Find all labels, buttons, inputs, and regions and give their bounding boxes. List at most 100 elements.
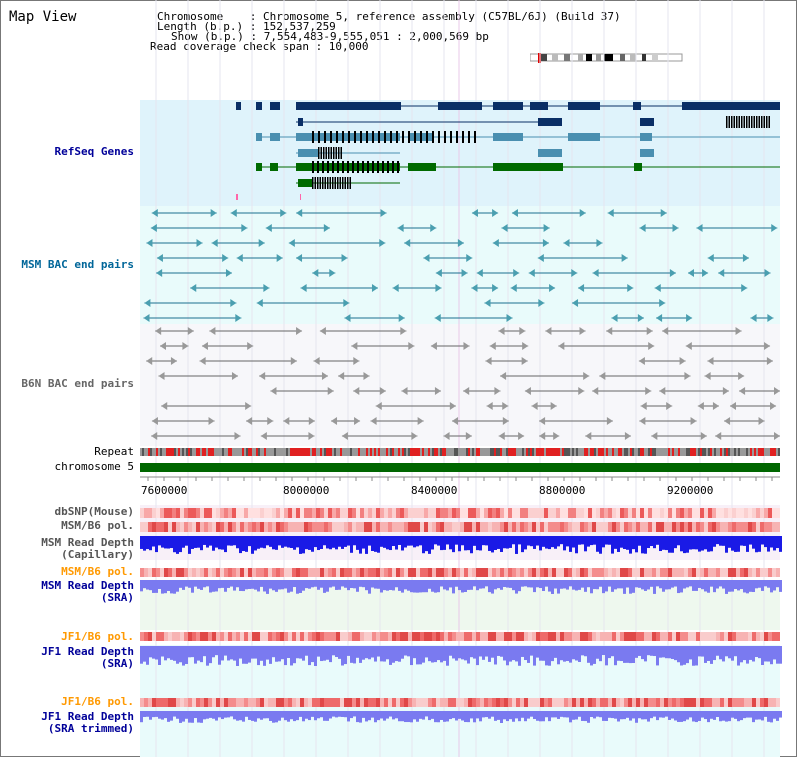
jf1-b6-pol-cell bbox=[704, 632, 708, 641]
jf1-trim-depth-bar bbox=[521, 711, 524, 718]
repeat-block bbox=[592, 448, 594, 456]
jf1-trim-depth-bar bbox=[476, 711, 479, 719]
jf1-trim-depth-bar bbox=[281, 711, 284, 718]
jf1-b6-pol-cell bbox=[696, 632, 700, 641]
repeat-block bbox=[490, 448, 492, 456]
jf1-b6-pol2-cell bbox=[576, 698, 580, 707]
msm-b6-pol-cell bbox=[404, 522, 408, 532]
jf1-trim-depth-bar bbox=[467, 711, 470, 723]
jf1-b6-pol-cell bbox=[264, 632, 268, 641]
jf1-trim-depth-bar bbox=[437, 711, 440, 723]
msm-bac-pair-end bbox=[156, 254, 163, 262]
msm-b6-pol-cell bbox=[180, 522, 184, 532]
repeat-track[interactable] bbox=[140, 448, 780, 456]
msm-bac-pair-end bbox=[506, 314, 513, 322]
dbsnp-cell bbox=[428, 508, 432, 518]
repeat-block bbox=[510, 448, 512, 456]
msm-b6-pol-cell bbox=[676, 522, 680, 532]
jf1-trim-depth-bar bbox=[416, 711, 419, 722]
msm-b6-pol2-cell bbox=[204, 568, 208, 577]
jf1-b6-pol2-cell bbox=[736, 698, 740, 707]
msm-b6-pol-cell bbox=[348, 522, 352, 532]
jf1-b6-pol-cell bbox=[516, 632, 520, 641]
dbsnp-cell bbox=[708, 508, 712, 518]
exon-tick bbox=[332, 161, 334, 173]
repeat-block bbox=[506, 448, 508, 456]
msm-b6-pol2-cell bbox=[616, 568, 620, 577]
jf1-trim-depth-bar bbox=[257, 711, 260, 719]
jf1-trim-depth-bar bbox=[422, 711, 425, 720]
jf1-b6-pol-cell bbox=[540, 632, 544, 641]
msm-b6-pol-cell bbox=[356, 522, 360, 532]
jf1-b6-pol2-cell bbox=[616, 698, 620, 707]
jf1-sra-depth-bar bbox=[683, 646, 686, 665]
msm-sra-depth-bar bbox=[698, 580, 701, 588]
jf1-b6-pol2-cell bbox=[488, 698, 492, 707]
msm-sra-depth-bar bbox=[362, 580, 365, 588]
repeat-block bbox=[178, 448, 180, 456]
dbsnp-cell bbox=[512, 508, 516, 518]
msm-bac-track[interactable] bbox=[143, 209, 778, 322]
msm-depth-bar bbox=[320, 536, 323, 549]
jf1-b6-pol2-cell bbox=[292, 698, 296, 707]
msm-sra-depth-bar bbox=[146, 580, 149, 590]
msm-sra-depth-bar bbox=[140, 580, 143, 592]
jf1-trim-depth-bar bbox=[731, 711, 734, 718]
repeat-block bbox=[198, 448, 200, 456]
msm-sra-depth-bar bbox=[377, 580, 380, 589]
jf1-trim-depth-bar bbox=[335, 711, 338, 718]
jf1-sra-depth-bar bbox=[458, 646, 461, 659]
msm-bac-pair-end bbox=[572, 299, 579, 307]
jf1-b6-pol-cell bbox=[500, 632, 504, 641]
jf1-b6-pol2-cell bbox=[752, 698, 756, 707]
msm-b6-pol2-cell bbox=[716, 568, 720, 577]
chromosome-bar[interactable] bbox=[140, 463, 780, 472]
msm-b6-pol-cell bbox=[756, 522, 760, 532]
dbsnp-cell bbox=[460, 508, 464, 518]
msm-sra-depth-bar bbox=[353, 580, 356, 589]
msm-b6-pol-cell bbox=[516, 522, 520, 532]
msm-depth-bar bbox=[686, 536, 689, 553]
jf1-b6-pol2-cell bbox=[408, 698, 412, 707]
msm-b6-pol2-cell bbox=[552, 568, 556, 577]
jf1-trim-depth-bar bbox=[650, 711, 653, 719]
dbsnp-cell bbox=[688, 508, 692, 518]
jf1-trim-depth-bar bbox=[524, 711, 527, 722]
msm-depth-bar bbox=[773, 536, 776, 551]
msm-b6-pol2-cell bbox=[772, 568, 776, 577]
b6n-bac-pair-end bbox=[648, 342, 655, 350]
dbsnp-cell bbox=[464, 508, 468, 518]
msm-b6-pol-cell bbox=[584, 522, 588, 532]
msm-bac-pair-end bbox=[265, 224, 272, 232]
exon-tick bbox=[726, 116, 728, 128]
jf1-sra-depth-bar bbox=[341, 646, 344, 666]
jf1-sra-depth-bar bbox=[659, 646, 662, 658]
dbsnp-cell bbox=[292, 508, 296, 518]
msm-bac-pair-end bbox=[398, 314, 405, 322]
jf1-trim-depth-bar bbox=[332, 711, 335, 717]
dbsnp-cell bbox=[496, 508, 500, 518]
b6n-bac-pair-end bbox=[486, 402, 493, 410]
polymorphism-and-depth-tracks[interactable] bbox=[140, 508, 782, 723]
jf1-sra-depth-bar bbox=[665, 646, 668, 659]
b6n-bac-track[interactable] bbox=[146, 327, 780, 440]
dbsnp-cell bbox=[548, 508, 552, 518]
exon-tick bbox=[731, 116, 733, 128]
refseq-gene-track[interactable] bbox=[236, 102, 780, 200]
jf1-sra-depth-bar bbox=[230, 646, 233, 660]
msm-sra-depth-bar bbox=[716, 580, 719, 589]
exon-tick bbox=[382, 161, 384, 173]
msm-b6-pol2-cell bbox=[224, 568, 228, 577]
jf1-b6-pol2-cell bbox=[260, 698, 264, 707]
repeat-block bbox=[648, 448, 650, 456]
jf1-sra-depth-bar bbox=[587, 646, 590, 663]
jf1-trim-depth-bar bbox=[434, 711, 437, 723]
jf1-b6-pol-cell bbox=[236, 632, 240, 641]
msm-b6-pol-cell bbox=[244, 522, 248, 532]
msm-sra-depth-bar bbox=[170, 580, 173, 594]
msm-b6-pol2-cell bbox=[648, 568, 652, 577]
msm-bac-pair-end bbox=[435, 284, 442, 292]
jf1-b6-pol-cell bbox=[336, 632, 340, 641]
jf1-trim-depth-bar bbox=[545, 711, 548, 718]
